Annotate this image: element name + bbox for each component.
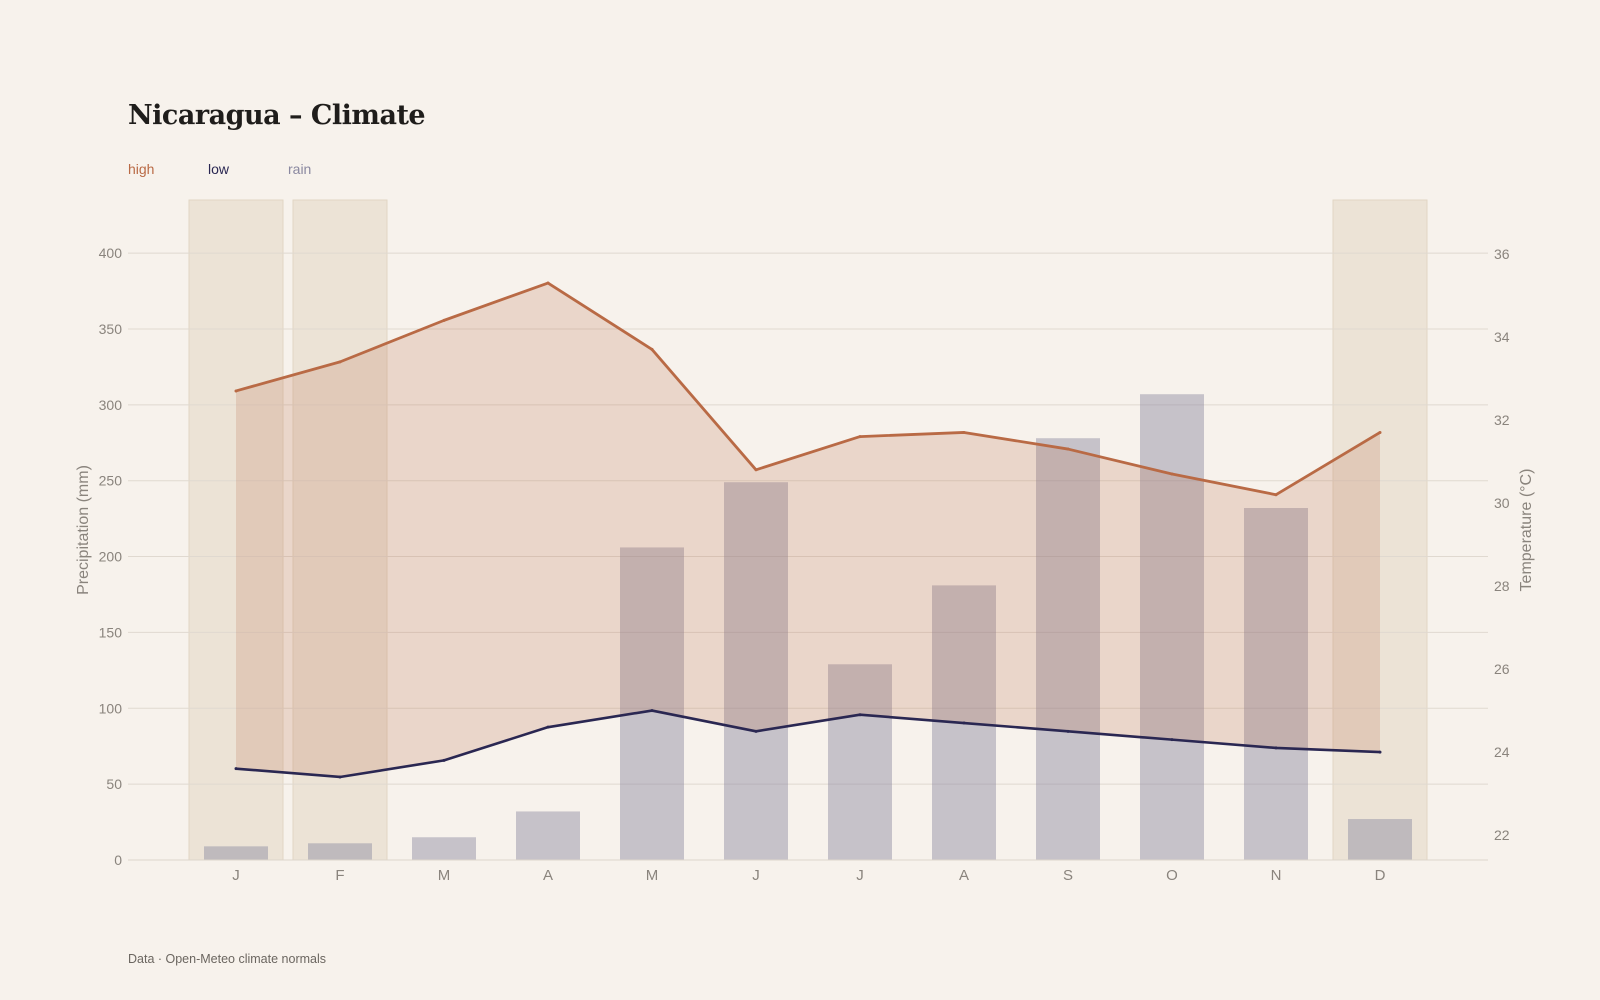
- high-point: [962, 430, 966, 434]
- rain-bar: [724, 482, 788, 860]
- high-point: [234, 389, 238, 393]
- temperature-range-area: [236, 283, 1380, 777]
- high-temperature-line: [235, 281, 1381, 497]
- high-point: [1378, 430, 1382, 434]
- x-tick-label: J: [752, 867, 760, 884]
- y-right-tick-label: 36: [1494, 246, 1510, 262]
- high-point: [1274, 493, 1278, 497]
- legend-item-low: low: [208, 161, 230, 177]
- low-point: [1274, 746, 1278, 750]
- low-point: [546, 725, 550, 729]
- y-right-tick-label: 30: [1494, 495, 1510, 511]
- low-point: [1170, 738, 1174, 742]
- legend-item-high: high: [128, 161, 155, 177]
- y-right-tick-label: 24: [1494, 744, 1510, 760]
- y-right-tick-label: 34: [1494, 329, 1510, 345]
- dry-season-band: [292, 199, 388, 861]
- y-right-tick-label: 28: [1494, 578, 1510, 594]
- x-tick-label: J: [232, 867, 240, 884]
- y-left-tick-label: 300: [99, 397, 123, 413]
- low-point: [1066, 729, 1070, 733]
- low-point: [338, 775, 342, 779]
- chart-title: Nicaragua – Climate: [128, 100, 426, 131]
- rain-bar: [516, 811, 580, 860]
- x-tick-label: F: [335, 867, 344, 884]
- x-tick-label: N: [1271, 867, 1282, 884]
- x-tick-label: O: [1166, 867, 1178, 884]
- y-left-tick-label: 100: [99, 700, 123, 716]
- source-note: Data · Open-Meteo climate normals: [128, 952, 326, 966]
- high-point: [546, 281, 550, 285]
- high-point: [442, 318, 446, 322]
- low-point: [962, 721, 966, 725]
- y-left-tick-label: 200: [99, 549, 123, 565]
- y-left-tick-label: 400: [99, 245, 123, 261]
- legend-item-rain: rain: [288, 161, 312, 177]
- y-right-axis-label: Temperature (°C): [1518, 469, 1535, 592]
- y-right-tick-label: 32: [1494, 412, 1510, 428]
- high-point: [858, 435, 862, 439]
- rain-bar: [828, 664, 892, 860]
- x-tick-label: J: [856, 867, 864, 884]
- x-tick-label: A: [543, 867, 553, 884]
- low-point: [650, 709, 654, 713]
- y-left-axis-label: Precipitation (mm): [75, 465, 92, 595]
- rain-bar: [412, 837, 476, 860]
- y-right-tick-label: 26: [1494, 661, 1510, 677]
- x-tick-label: M: [646, 867, 659, 884]
- low-point: [1378, 750, 1382, 754]
- x-tick-label: A: [959, 867, 969, 884]
- high-point: [1066, 447, 1070, 451]
- y-left-tick-label: 250: [99, 473, 123, 489]
- x-tick-label: S: [1063, 867, 1073, 884]
- rain-bar: [1348, 819, 1412, 860]
- x-tick-label: M: [438, 867, 451, 884]
- rain-bar: [308, 843, 372, 860]
- y-left-tick-label: 150: [99, 624, 123, 640]
- low-point: [234, 767, 238, 771]
- rain-bar: [620, 547, 684, 860]
- y-left-tick-label: 350: [99, 321, 123, 337]
- rain-bar: [1036, 438, 1100, 860]
- high-point: [1170, 472, 1174, 476]
- y-left-tick-label: 50: [106, 776, 122, 792]
- x-tick-label: D: [1375, 867, 1386, 884]
- high-point: [338, 360, 342, 364]
- low-point: [442, 758, 446, 762]
- low-point: [858, 713, 862, 717]
- high-point: [754, 468, 758, 472]
- high-point: [650, 347, 654, 351]
- low-point: [754, 729, 758, 733]
- y-right-tick-label: 22: [1494, 827, 1510, 843]
- rain-bar: [1140, 394, 1204, 860]
- low-temperature-line: [235, 709, 1381, 779]
- rain-bar: [1244, 508, 1308, 860]
- y-left-tick-label: 0: [114, 852, 122, 868]
- rain-bar: [204, 846, 268, 860]
- dry-season-band: [188, 199, 284, 861]
